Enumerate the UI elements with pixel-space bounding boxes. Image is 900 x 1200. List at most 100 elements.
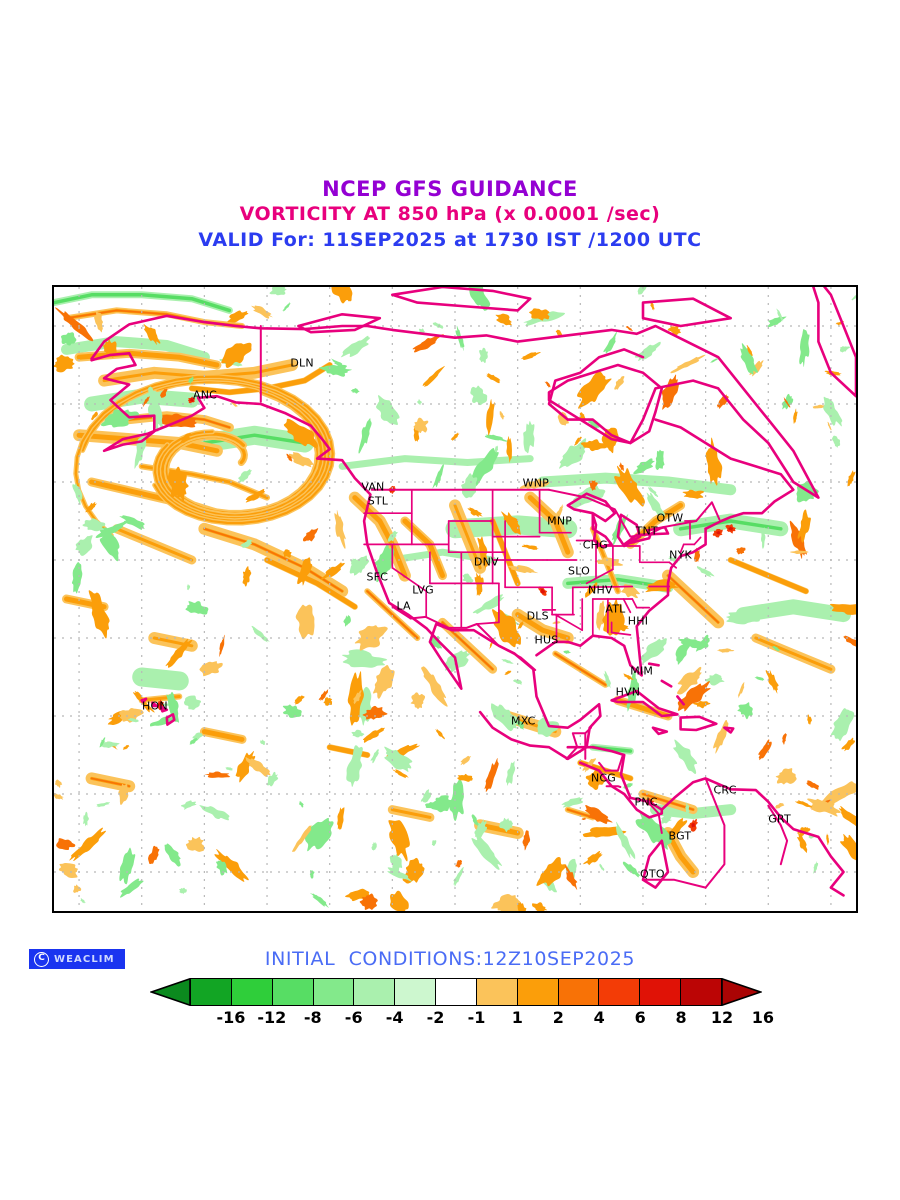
positive-vorticity-cell bbox=[142, 395, 150, 407]
positive-vorticity-cell bbox=[621, 583, 640, 599]
x-axis-tick-mark bbox=[830, 285, 832, 287]
colorbar-tick-label: 6 bbox=[634, 1008, 646, 1027]
city-label-nyk: NYK bbox=[669, 548, 692, 562]
negative-vorticity-cell bbox=[282, 302, 291, 312]
city-label-mnp: MNP bbox=[547, 514, 573, 528]
state-border bbox=[631, 598, 638, 609]
negative-vorticity-cell bbox=[75, 535, 93, 556]
negative-vorticity-cell bbox=[174, 391, 181, 402]
positive-vorticity-cell bbox=[73, 884, 82, 893]
positive-vorticity-core bbox=[477, 822, 521, 836]
city-label-hon: HON bbox=[141, 699, 168, 713]
positive-vorticity-cell bbox=[519, 478, 550, 489]
coastline bbox=[812, 287, 856, 398]
x-axis-tick-mark bbox=[767, 285, 769, 287]
positive-vorticity-cell bbox=[450, 432, 460, 441]
negative-vorticity-cell bbox=[772, 645, 780, 652]
negative-vorticity-cell bbox=[71, 562, 83, 594]
colorbar-swatch bbox=[271, 978, 313, 1006]
city-label-crc: CRC bbox=[713, 783, 737, 797]
positive-vorticity-core bbox=[754, 636, 833, 671]
positive-vorticity-cell bbox=[807, 714, 812, 725]
positive-vorticity-cell bbox=[122, 744, 130, 750]
negative-vorticity-cell bbox=[655, 449, 665, 470]
coastline bbox=[159, 705, 169, 713]
negative-vorticity-cell bbox=[559, 438, 587, 469]
city-label-qto: QTO bbox=[640, 867, 665, 881]
negative-vorticity-cell bbox=[633, 458, 655, 475]
negative-vorticity-cell bbox=[185, 601, 209, 615]
negative-vorticity-cell bbox=[371, 841, 377, 851]
negative-vorticity-cell bbox=[180, 800, 197, 810]
colorbar-swatch bbox=[680, 978, 722, 1006]
colorbar-tick-label: 12 bbox=[710, 1008, 734, 1027]
positive-vorticity-cell bbox=[583, 850, 603, 866]
negative-vorticity-cell bbox=[420, 789, 432, 803]
weaclim-logo[interactable]: C WEACLIM bbox=[29, 949, 125, 969]
y-axis-tick-mark bbox=[52, 715, 54, 717]
state-border bbox=[391, 605, 412, 620]
coastline bbox=[535, 527, 707, 677]
extreme-vorticity-core bbox=[716, 530, 721, 535]
city-label-la: LA bbox=[396, 599, 411, 613]
positive-vorticity-cell bbox=[797, 833, 808, 853]
colorbar-swatch bbox=[435, 978, 476, 1006]
negative-vorticity-cell bbox=[839, 346, 851, 353]
positive-vorticity-cell bbox=[292, 825, 312, 852]
positive-vorticity-cell bbox=[118, 783, 129, 806]
positive-vorticity-cell bbox=[737, 682, 745, 698]
y-axis-tick-mark bbox=[52, 325, 54, 327]
y-axis-tick-mark bbox=[52, 871, 54, 873]
negative-vorticity-cell bbox=[100, 741, 120, 749]
positive-vorticity-cell bbox=[362, 727, 385, 743]
negative-vorticity-cell bbox=[599, 863, 605, 872]
negative-vorticity-cell bbox=[80, 898, 86, 904]
negative-vorticity-cell bbox=[82, 518, 106, 532]
positive-vorticity-cell bbox=[506, 436, 512, 463]
negative-vorticity-cell bbox=[389, 853, 403, 873]
positive-vorticity-cell bbox=[94, 310, 103, 333]
negative-vorticity-core bbox=[678, 519, 783, 531]
negative-vorticity-cell bbox=[192, 732, 204, 740]
political-border bbox=[767, 804, 789, 866]
positive-vorticity-cell bbox=[775, 768, 797, 785]
x-axis-tick-mark bbox=[642, 285, 644, 287]
lat-lon-gridlines bbox=[54, 287, 856, 911]
negative-vorticity-cell bbox=[189, 737, 198, 745]
negative-vorticity-cell bbox=[640, 638, 667, 664]
negative-vorticity-cell bbox=[318, 364, 352, 377]
positive-vorticity-core bbox=[76, 432, 220, 454]
negative-vorticity-cell bbox=[740, 343, 759, 375]
positive-vorticity-cell bbox=[585, 582, 598, 598]
positive-vorticity-cell bbox=[435, 728, 445, 740]
positive-vorticity-cell bbox=[555, 329, 563, 337]
colorbar-tick-label: -1 bbox=[467, 1008, 486, 1027]
positive-vorticity-cell bbox=[822, 781, 856, 805]
positive-vorticity-cell bbox=[838, 805, 856, 827]
positive-vorticity-cell bbox=[782, 732, 787, 745]
negative-vorticity-cell bbox=[269, 287, 287, 296]
positive-vorticity-cell bbox=[667, 817, 688, 838]
negative-vorticity-cell bbox=[776, 308, 784, 322]
negative-vorticity-cell bbox=[737, 702, 753, 720]
colorbar-swatch bbox=[230, 978, 272, 1006]
positive-vorticity-cell bbox=[826, 833, 830, 846]
negative-vorticity-cell bbox=[505, 761, 516, 786]
colorbar-tick-label: 2 bbox=[552, 1008, 564, 1027]
city-label-dln: DLN bbox=[290, 356, 314, 370]
positive-vorticity-cell bbox=[359, 893, 378, 910]
positive-vorticity-cell bbox=[54, 354, 75, 373]
positive-vorticity-cell bbox=[847, 470, 856, 487]
positive-vorticity-cell bbox=[577, 371, 612, 409]
city-label-nhv: NHV bbox=[588, 583, 613, 597]
negative-vorticity-cell bbox=[647, 486, 659, 498]
positive-vorticity-cell bbox=[736, 547, 746, 555]
negative-vorticity-cell bbox=[754, 676, 765, 681]
positive-vorticity-cell bbox=[245, 488, 265, 503]
negative-vorticity-cell bbox=[462, 573, 474, 584]
coastline bbox=[591, 513, 613, 548]
x-axis-tick-mark bbox=[391, 285, 393, 287]
positive-vorticity-cell bbox=[90, 411, 98, 421]
negative-vorticity-cell bbox=[267, 771, 279, 787]
political-border bbox=[409, 615, 537, 671]
